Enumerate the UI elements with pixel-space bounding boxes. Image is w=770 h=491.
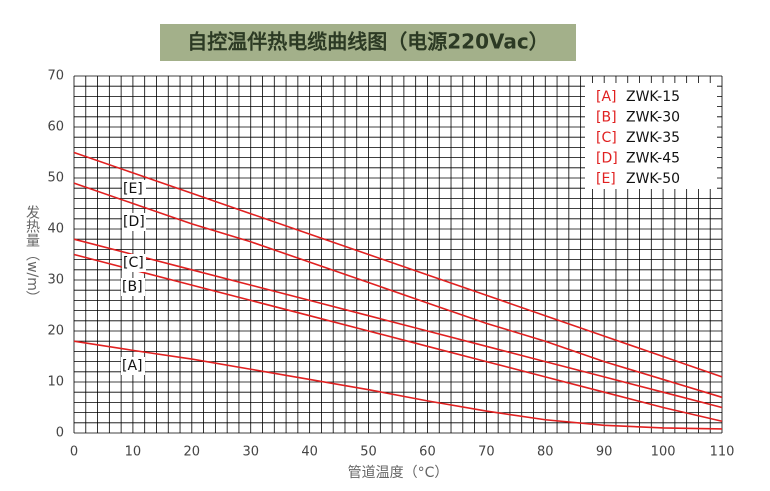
series-line	[73, 340, 723, 430]
x-tick-label: 40	[301, 445, 318, 460]
series-line	[73, 253, 723, 423]
curve-label-bg	[122, 213, 146, 231]
y-tick-label: 30	[47, 273, 64, 288]
y-tick-label: 60	[47, 120, 64, 135]
legend-label: ZWK-30	[626, 110, 680, 126]
y-axis-title: 发热量（w/m）	[24, 205, 40, 305]
x-tick-label: 90	[596, 445, 613, 460]
y-tick-label: 10	[47, 375, 64, 390]
series-line	[73, 151, 723, 378]
series-line	[73, 182, 723, 399]
x-tick-label: 60	[419, 445, 436, 460]
legend-label: ZWK-45	[626, 151, 680, 167]
legend-label: ZWK-35	[626, 130, 680, 146]
x-tick-label: 0	[70, 445, 78, 460]
curve-label-bg	[122, 254, 146, 272]
y-tick-label: 20	[47, 324, 64, 339]
legend-box	[585, 83, 717, 189]
x-tick-label: 100	[651, 445, 676, 460]
title-box	[160, 24, 576, 61]
legend-label: ZWK-15	[626, 89, 680, 105]
x-tick-label: 20	[184, 445, 201, 460]
legend-key: [A]	[596, 89, 617, 105]
x-tick-label: 50	[360, 445, 377, 460]
legend-key: [D]	[596, 151, 618, 167]
y-tick-label: 0	[56, 426, 64, 441]
x-axis-title: 管道温度（°C）	[348, 465, 449, 481]
curve-label: [B]	[122, 279, 143, 295]
curve-label-bg	[122, 180, 146, 198]
curve-label: [E]	[123, 181, 143, 197]
x-tick-label: 70	[478, 445, 495, 460]
chart-title: 自控温伴热电缆曲线图（电源220Vac）	[187, 30, 548, 54]
curve-label-bg	[121, 278, 145, 296]
curve-label-bg	[121, 357, 145, 375]
legend-key: [B]	[596, 110, 617, 126]
curve-label: [A]	[122, 358, 143, 374]
legend-key: [C]	[596, 130, 617, 146]
legend-key: [E]	[596, 171, 616, 187]
x-tick-label: 110	[710, 445, 735, 460]
y-tick-label: 50	[47, 171, 64, 186]
y-tick-label: 40	[47, 222, 64, 237]
x-tick-label: 30	[242, 445, 259, 460]
y-tick-label: 70	[47, 69, 64, 84]
curve-label: [D]	[123, 214, 145, 230]
series-line	[73, 238, 723, 409]
legend-label: ZWK-50	[626, 171, 680, 187]
curve-label: [C]	[123, 255, 144, 271]
x-tick-label: 10	[125, 445, 142, 460]
x-tick-label: 80	[537, 445, 554, 460]
